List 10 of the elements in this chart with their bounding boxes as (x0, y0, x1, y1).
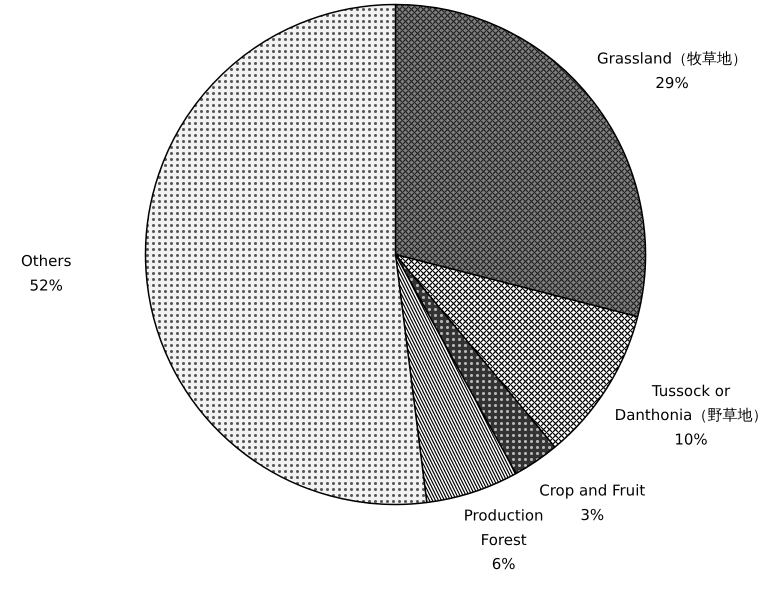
slice-label: Others (20, 252, 72, 270)
slice-label: Production Forest (464, 506, 544, 549)
slice-label: Grassland（牧草地） (597, 49, 748, 68)
data-label: 10% (674, 430, 708, 449)
slice-label: Crop and Fruit (539, 481, 646, 500)
data-label: 52% (30, 276, 63, 294)
data-label: 6% (492, 555, 516, 574)
data-label: 3% (580, 506, 604, 524)
slice-label: Tussock or Danthonia（野草地） (614, 382, 768, 424)
data-label: 29% (655, 74, 689, 92)
